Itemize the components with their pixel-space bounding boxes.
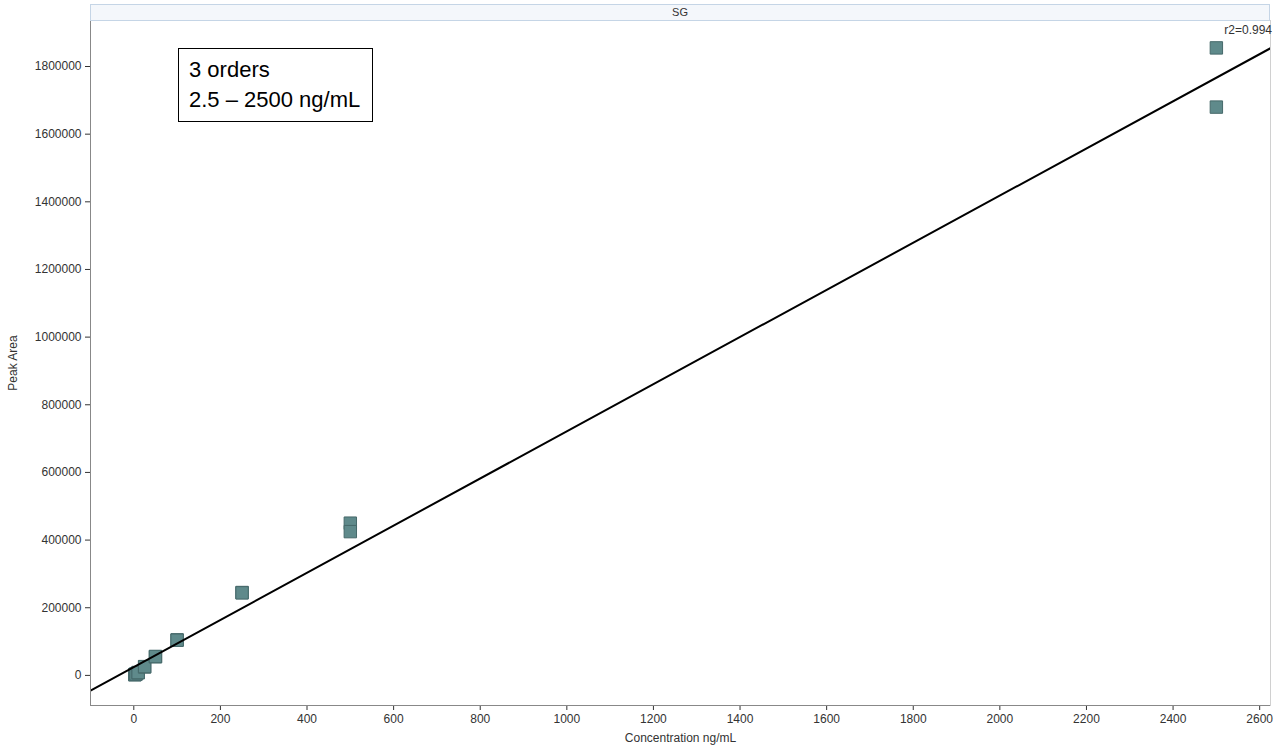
svg-text:Peak Area: Peak Area (6, 335, 20, 391)
svg-text:200: 200 (210, 712, 230, 726)
svg-text:2400: 2400 (1160, 712, 1187, 726)
html-text:r2=0.994: r2=0.994 (1224, 23, 1272, 37)
svg-text:0: 0 (75, 668, 82, 682)
html-text:3 orders: 3 orders (189, 57, 270, 82)
svg-text:1800000: 1800000 (35, 59, 82, 73)
html-text:2.5 – 2500 ng/mL: 2.5 – 2500 ng/mL (189, 87, 361, 112)
svg-text:0: 0 (130, 712, 137, 726)
svg-text:400000: 400000 (41, 533, 81, 547)
svg-text:1200000: 1200000 (35, 262, 82, 276)
svg-text:1000: 1000 (553, 712, 580, 726)
svg-text:1800: 1800 (900, 712, 927, 726)
svg-text:1600000: 1600000 (35, 127, 82, 141)
svg-text:Concentration ng/mL: Concentration ng/mL (625, 731, 737, 745)
svg-text:800: 800 (470, 712, 490, 726)
svg-text:600000: 600000 (41, 465, 81, 479)
svg-text:2600: 2600 (1246, 712, 1273, 726)
svg-text:1400: 1400 (727, 712, 754, 726)
svg-text:200000: 200000 (41, 601, 81, 615)
svg-text:1200: 1200 (640, 712, 667, 726)
svg-text:1600: 1600 (813, 712, 840, 726)
svg-text:1400000: 1400000 (35, 195, 82, 209)
svg-text:400: 400 (297, 712, 317, 726)
svg-text:800000: 800000 (41, 398, 81, 412)
svg-text:1000000: 1000000 (35, 330, 82, 344)
svg-text:600: 600 (384, 712, 404, 726)
html-text:SG: SG (672, 6, 688, 18)
svg-text:2000: 2000 (987, 712, 1014, 726)
svg-text:2200: 2200 (1073, 712, 1100, 726)
